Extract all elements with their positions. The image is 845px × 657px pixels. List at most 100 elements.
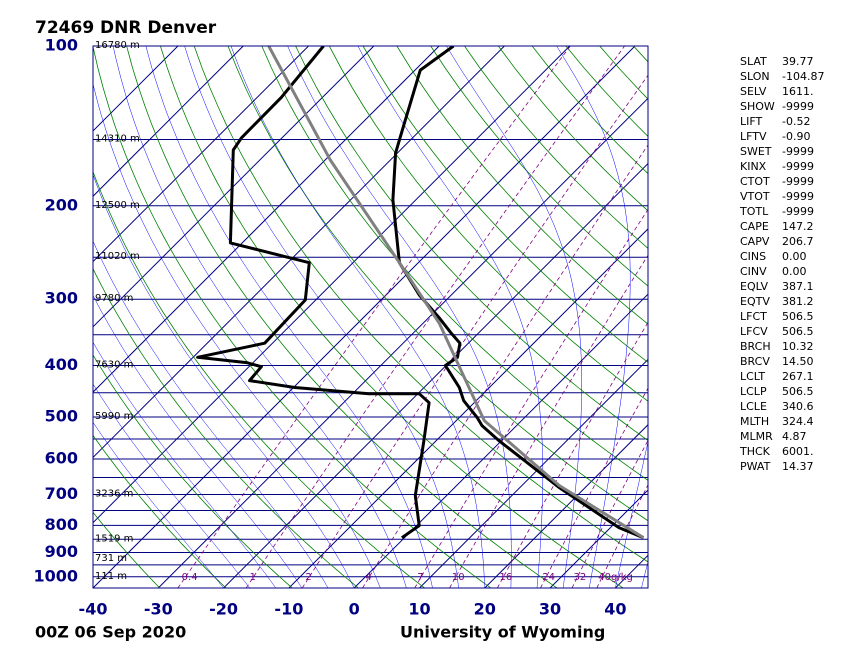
moist-adiabat	[93, 341, 277, 588]
index-name: SELV	[740, 85, 767, 98]
index-name: LCLE	[740, 400, 767, 413]
index-value: 0.00	[782, 265, 807, 278]
mixing-ratio-line	[177, 46, 571, 588]
y-tick-label: 900	[45, 542, 78, 561]
height-label: 111 m	[95, 571, 127, 582]
index-name: PWAT	[740, 460, 771, 473]
moist-adiabat	[615, 440, 648, 588]
profile-line	[391, 46, 645, 540]
x-tick-label: 30	[539, 600, 561, 619]
mixing-ratio-label: 1	[250, 572, 256, 583]
isotherm	[93, 46, 440, 393]
height-label: 14310 m	[95, 133, 140, 144]
index-value: -9999	[782, 145, 814, 158]
mixing-ratio-label: 7	[417, 572, 423, 583]
index-value: -9999	[782, 160, 814, 173]
index-name: EQTV	[740, 295, 770, 308]
moist-adiabat	[357, 46, 544, 588]
isotherm	[93, 46, 179, 132]
index-name: MLTH	[740, 415, 769, 428]
x-tick-label: 0	[349, 600, 360, 619]
mixing-ratio-line	[245, 46, 625, 588]
index-value: 506.5	[782, 310, 814, 323]
index-name: SLON	[740, 70, 770, 83]
isotherm	[288, 228, 648, 588]
index-name: CINV	[740, 265, 767, 278]
index-name: CAPV	[740, 235, 770, 248]
y-tick-label: 100	[45, 36, 78, 55]
dry-adiabat	[126, 46, 558, 588]
moist-adiabat	[184, 46, 459, 588]
isotherm	[549, 489, 648, 588]
index-value: 206.7	[782, 235, 814, 248]
plot-area	[93, 46, 845, 588]
height-label: 11020 m	[95, 251, 140, 262]
profile-line	[196, 46, 431, 539]
height-label: 7630 m	[95, 360, 133, 371]
moist-adiabat	[93, 240, 329, 588]
mixing-ratio-label: 32	[574, 572, 587, 583]
index-value: 4.87	[782, 430, 807, 443]
x-tick-label: -20	[209, 600, 238, 619]
mixing-ratio-label: 16	[499, 572, 512, 583]
index-name: CAPE	[740, 220, 769, 233]
index-value: -104.87	[782, 70, 824, 83]
index-name: LFTV	[740, 130, 767, 143]
moist-adiabat	[287, 46, 512, 588]
index-name: THCK	[739, 445, 771, 458]
mixing-ratio-line	[301, 74, 648, 588]
isotherm	[93, 46, 375, 328]
index-name: TOTL	[739, 205, 769, 218]
date-label: 00Z 06 Sep 2020	[35, 623, 186, 642]
mixing-ratio-label: 40g/kg	[598, 572, 633, 583]
dry-adiabat	[160, 46, 624, 588]
moist-adiabat	[112, 46, 407, 588]
isotherm	[93, 46, 636, 588]
mixing-ratio-label: 2	[305, 572, 311, 583]
index-value: 1611.	[782, 85, 814, 98]
dry-adiabat	[93, 170, 425, 588]
dry-adiabat	[93, 267, 359, 588]
index-name: LFCT	[740, 310, 767, 323]
index-name: MLMR	[740, 430, 773, 443]
index-value: 506.5	[782, 385, 814, 398]
moist-adiabat	[556, 46, 631, 588]
index-value: 267.1	[782, 370, 814, 383]
y-tick-label: 700	[45, 484, 78, 503]
dry-adiabat	[362, 46, 648, 363]
x-tick-label: -40	[79, 600, 108, 619]
x-tick-label: 10	[408, 600, 430, 619]
mixing-ratio-line	[571, 439, 648, 588]
mixing-ratio-line	[497, 321, 648, 588]
index-value: 39.77	[782, 55, 814, 68]
dry-adiabat	[93, 586, 94, 588]
index-value: 387.1	[782, 280, 814, 293]
height-label: 16780 m	[95, 40, 140, 51]
mixing-ratio-label: 4	[365, 572, 371, 583]
height-label: 12500 m	[95, 200, 140, 211]
index-name: CINS	[740, 250, 766, 263]
dry-adiabat	[295, 46, 648, 442]
index-name: SWET	[740, 145, 772, 158]
height-label: 5990 m	[95, 411, 133, 422]
isotherm	[157, 97, 648, 588]
moist-adiabat	[446, 46, 582, 588]
y-tick-label: 500	[45, 406, 78, 425]
moist-adiabat	[93, 82, 381, 588]
y-tick-label: 300	[45, 289, 78, 308]
chart-title: 72469 DNR Denver	[35, 18, 217, 38]
index-name: SHOW	[740, 100, 775, 113]
y-tick-label: 400	[45, 355, 78, 374]
moist-adiabat	[93, 295, 303, 588]
index-value: 10.32	[782, 340, 814, 353]
moist-adiabat	[93, 421, 224, 588]
isotherm	[93, 46, 244, 197]
isotherm	[419, 358, 648, 588]
isotherm	[93, 46, 309, 263]
dry-adiabat	[701, 46, 845, 588]
y-tick-label: 800	[45, 515, 78, 534]
index-name: LIFT	[740, 115, 763, 128]
dry-adiabat	[93, 46, 492, 588]
isotherm	[93, 46, 571, 524]
